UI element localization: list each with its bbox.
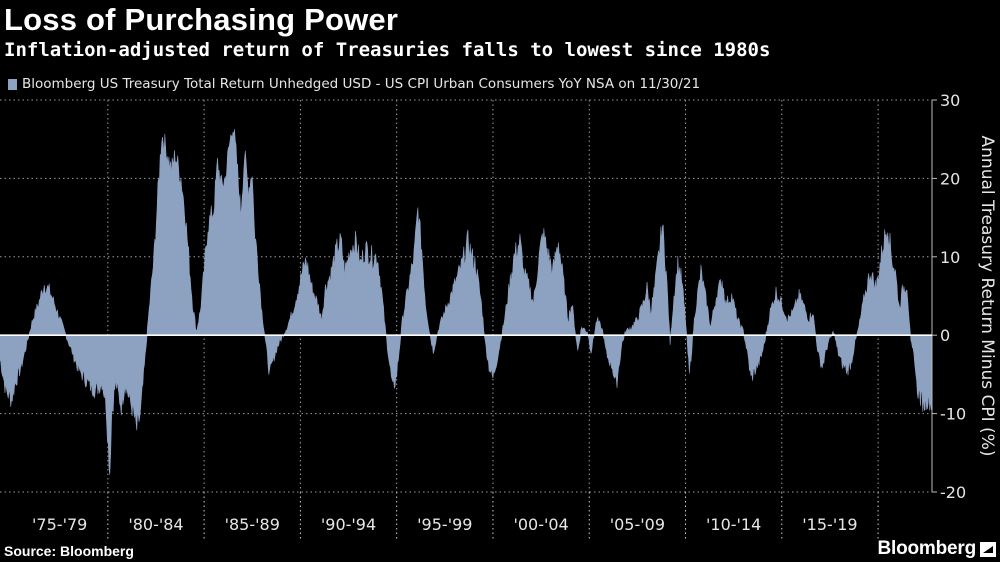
x-category-label: '00-'04 [513, 515, 568, 534]
x-category-label: '85-'89 [225, 515, 280, 534]
y-tick-label: -20 [940, 483, 966, 502]
x-category-label: '95-'99 [417, 515, 472, 534]
x-category-label: '10-'14 [706, 515, 761, 534]
source-note: Source: Bloomberg [4, 543, 134, 559]
chart-title: Loss of Purchasing Power [4, 2, 399, 37]
legend-label: Bloomberg US Treasury Total Return Unhed… [22, 76, 701, 92]
grid-lines [0, 99, 932, 540]
series-area [0, 129, 933, 475]
y-tick-label: 10 [940, 248, 960, 267]
brand-mark-icon [980, 542, 996, 557]
x-category-label: '75-'79 [32, 515, 87, 534]
series-area-group [0, 129, 933, 475]
legend-swatch [8, 78, 17, 90]
chart-subtitle: Inflation-adjusted return of Treasuries … [4, 39, 771, 61]
y-tick-label: 30 [940, 91, 960, 110]
y-axis-title: Annual Treasury Return Minus CPI (%) [977, 136, 997, 457]
axes [0, 99, 937, 493]
chart-legend: Bloomberg US Treasury Total Return Unhed… [8, 75, 700, 93]
x-category-label: '90-'94 [321, 515, 376, 534]
x-category-label: '15-'19 [802, 515, 857, 534]
x-category-label: '05-'09 [610, 515, 665, 534]
brand-logo-text: Bloomberg [877, 538, 977, 559]
x-category-label: '80-'84 [128, 515, 183, 534]
y-tick-label: -10 [940, 405, 966, 424]
axis-labels: 30 20 10 0 -10 -20 '75-'79 '80-'84 '85-'89 '90-'9… [32, 91, 997, 534]
y-tick-label: 20 [940, 169, 960, 188]
y-tick-label: 0 [940, 326, 950, 345]
